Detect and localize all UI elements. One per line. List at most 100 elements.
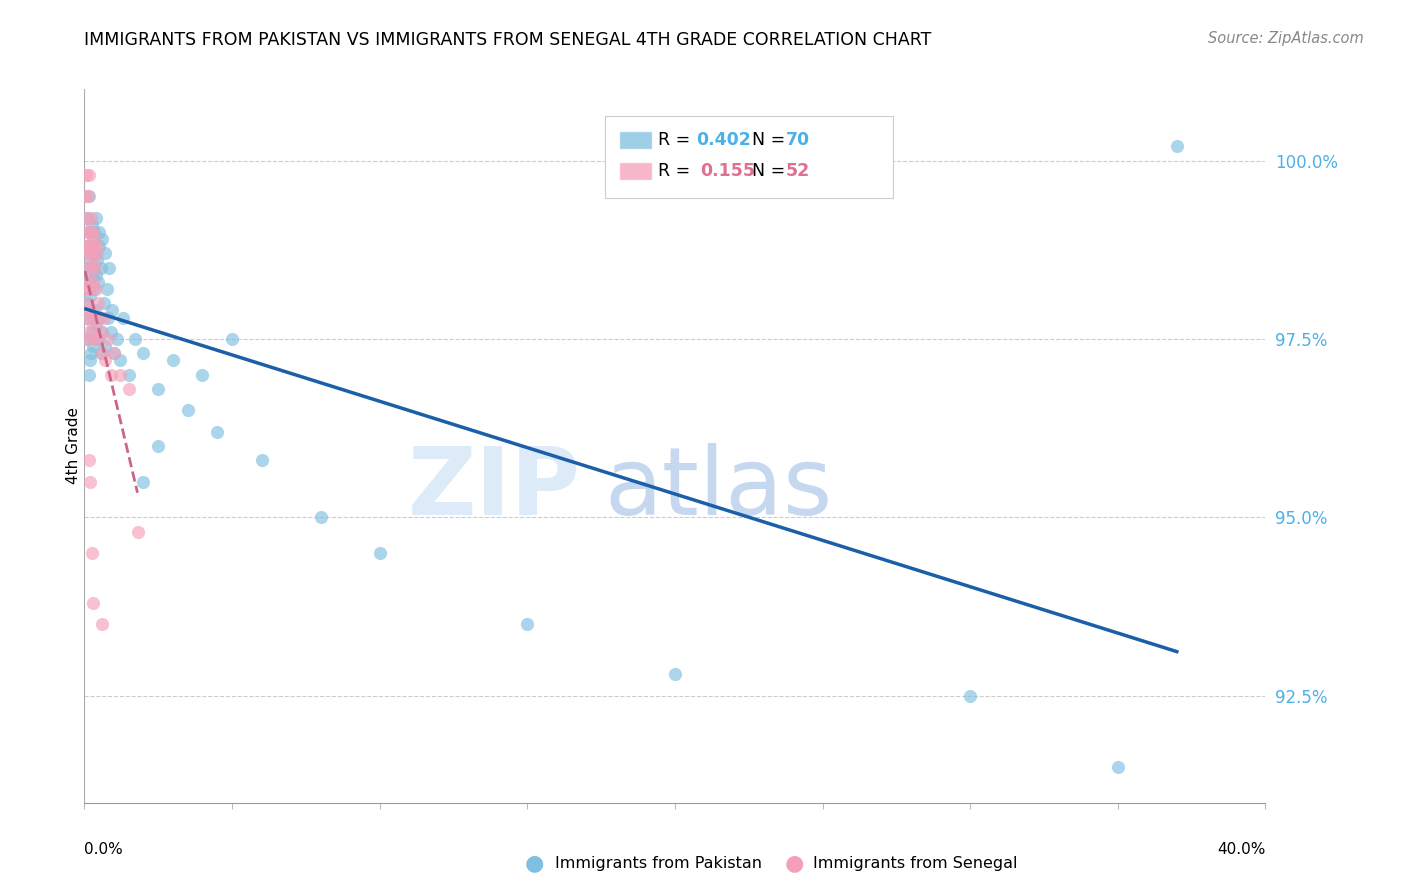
Point (82, 275, 104, 289)
Point (516, 617, 538, 632)
Point (664, 667, 686, 681)
Text: 70: 70 (786, 131, 810, 149)
Point (79, 289, 101, 303)
Point (101, 303, 124, 318)
Point (77, 189, 100, 203)
Point (80, 260, 103, 275)
Point (98, 260, 121, 275)
Point (94, 339, 117, 353)
Point (76, 260, 98, 275)
Point (80, 246, 103, 260)
Point (83, 260, 105, 275)
Point (103, 346, 125, 360)
Point (162, 353, 184, 368)
Point (75, 239, 97, 253)
Point (77, 239, 100, 253)
Point (83, 232, 105, 246)
Text: 0.402: 0.402 (696, 131, 751, 149)
Point (191, 368, 214, 382)
Point (79, 353, 101, 368)
Point (79, 246, 101, 260)
Point (84, 318, 107, 332)
Point (368, 546, 391, 560)
Point (90, 346, 112, 360)
Point (82, 260, 104, 275)
Point (80, 546, 103, 560)
Point (148, 382, 170, 396)
Point (76, 211, 98, 225)
Point (82, 225, 104, 239)
Point (96, 282, 118, 296)
Point (80, 325, 103, 339)
Point (100, 325, 122, 339)
Text: 52: 52 (786, 162, 810, 180)
Point (91, 232, 114, 246)
Text: atlas: atlas (605, 442, 832, 535)
Point (82, 339, 104, 353)
Point (76, 260, 98, 275)
Point (87, 239, 110, 253)
Point (77, 368, 100, 382)
Point (82, 232, 104, 246)
Text: R =: R = (658, 131, 696, 149)
Text: ●: ● (785, 854, 804, 873)
Text: Immigrants from Senegal: Immigrants from Senegal (813, 856, 1017, 871)
Point (77, 275, 100, 289)
Point (1107, 760, 1129, 774)
Point (80, 310, 103, 325)
Point (93, 296, 115, 310)
Point (77, 239, 100, 253)
Point (97, 332, 120, 346)
Point (82, 596, 104, 610)
Point (84, 268, 107, 282)
Point (83, 225, 105, 239)
Point (309, 510, 332, 524)
Text: 0.0%: 0.0% (84, 842, 124, 857)
Text: 0.155: 0.155 (700, 162, 755, 180)
Point (93, 310, 115, 325)
Point (87, 225, 111, 239)
Point (207, 425, 229, 439)
Point (82, 253, 104, 268)
Point (76, 246, 98, 260)
Point (76, 296, 98, 310)
Point (221, 332, 243, 346)
Point (118, 368, 141, 382)
Point (75, 282, 97, 296)
Point (82, 310, 104, 325)
Point (76, 296, 98, 310)
Point (76, 211, 98, 225)
Point (91, 617, 114, 632)
Point (148, 439, 170, 453)
Point (103, 346, 125, 360)
Text: R =: R = (658, 162, 702, 180)
Point (79, 282, 101, 296)
Point (77, 325, 100, 339)
Point (75, 225, 97, 239)
Point (86, 296, 108, 310)
Point (108, 368, 131, 382)
Point (84, 282, 107, 296)
Point (100, 368, 122, 382)
Point (84, 211, 107, 225)
Point (79, 225, 101, 239)
Point (86, 253, 108, 268)
Point (83, 303, 105, 318)
Point (91, 346, 114, 360)
Y-axis label: 4th Grade: 4th Grade (66, 408, 80, 484)
Point (132, 346, 155, 360)
Text: 40.0%: 40.0% (1218, 842, 1265, 857)
Point (77, 275, 100, 289)
Text: Immigrants from Pakistan: Immigrants from Pakistan (555, 856, 762, 871)
Point (80, 268, 103, 282)
Point (1166, 139, 1188, 153)
Text: N =: N = (752, 131, 792, 149)
Point (75, 168, 97, 182)
Point (84, 332, 107, 346)
Point (83, 246, 105, 260)
Point (73, 189, 96, 203)
Point (959, 689, 981, 703)
Point (76, 310, 98, 325)
Text: ●: ● (524, 854, 544, 873)
Point (105, 332, 128, 346)
